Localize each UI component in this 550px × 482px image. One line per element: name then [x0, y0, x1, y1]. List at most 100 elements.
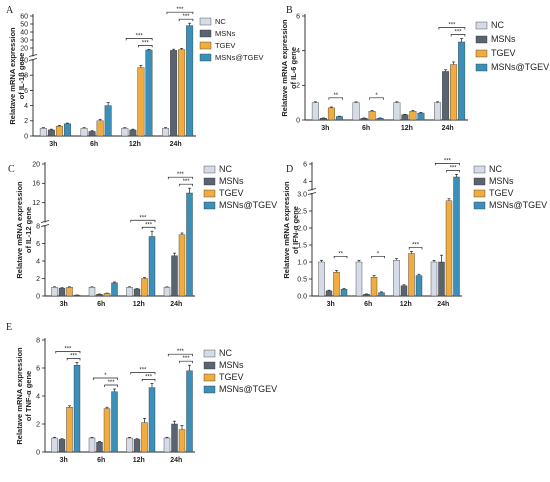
bar-msns [325, 290, 333, 297]
significance-bracket [333, 255, 348, 259]
bar-tgev [141, 422, 148, 453]
legend-label: TGEV [489, 188, 514, 198]
bar-nc [355, 261, 363, 297]
bar-tgev [178, 429, 186, 453]
bar-tgev [450, 64, 458, 121]
y-axis-label: of IL-1β gene [17, 53, 26, 100]
axis-break-mark [307, 188, 317, 191]
x-tick-label: 12h [129, 141, 141, 148]
bar-nc [39, 128, 47, 137]
bar-tgev [368, 111, 376, 121]
x-tick-label: 24h [170, 141, 182, 148]
y-tick-label: 20 [20, 45, 28, 52]
x-tick-label: 24h [170, 457, 182, 464]
legend-label: TGEV [219, 188, 244, 198]
bar-msns [133, 439, 141, 453]
legend-label: MSNs [491, 34, 516, 44]
significance-bracket [130, 219, 156, 223]
x-tick-label: 12h [400, 301, 412, 308]
panel-letter: A [6, 5, 14, 16]
bar-tgev [178, 49, 186, 137]
y-axis-label: Relatave mRNA expression [8, 27, 17, 125]
legend-label: MSNs@TGEV [489, 200, 547, 210]
y-tick-label: 20 [32, 161, 40, 168]
significance-bracket [66, 358, 81, 361]
significance-bracket [92, 377, 118, 380]
y-axis-label: of TNF-α gene [24, 371, 33, 421]
axis-break [28, 55, 38, 61]
bar-tgev [445, 200, 453, 297]
bar-msns [319, 118, 327, 121]
y-tick-label: 60 [20, 13, 28, 20]
y-tick-label: 8 [36, 223, 40, 230]
legend-swatch [473, 177, 486, 186]
bar-msns-at-tgev [104, 105, 112, 137]
bar-nc [51, 437, 58, 453]
y-tick-label: 1.5 [297, 242, 307, 249]
bar-nc [163, 437, 171, 453]
significance-label: *** [455, 30, 463, 36]
y-tick-label: 0 [36, 449, 40, 456]
significance-label: ** [333, 93, 338, 99]
axis-break [307, 189, 317, 195]
legend-label: NC [489, 164, 502, 174]
bar-nc [88, 287, 96, 297]
legend-swatch [199, 17, 212, 26]
axis-break-mark [40, 220, 50, 223]
bar-msns [58, 439, 66, 453]
significance-bracket [408, 247, 423, 250]
bar-msns-at-tgev [340, 289, 348, 297]
significance-bracket [166, 11, 194, 15]
bar-msns-at-tgev [111, 391, 118, 453]
bar-nc [311, 102, 319, 121]
significance-label: *** [64, 346, 72, 352]
bar-msns-at-tgev [417, 112, 425, 121]
significance-bracket [450, 34, 466, 37]
x-tick-label: 3h [60, 457, 68, 464]
bar-msns [363, 294, 370, 297]
legend-swatch [475, 49, 488, 58]
bar-tgev [141, 278, 148, 297]
x-tick-label: 24h [442, 125, 454, 132]
y-tick-label: 2.5 [297, 208, 307, 215]
significance-bracket [141, 226, 156, 230]
legend-label: TGEV [219, 372, 244, 382]
bar-nc [352, 102, 360, 121]
significance-label: * [104, 373, 107, 379]
bar-tgev [333, 272, 340, 297]
legend: NC MSNs TGEV MSNs@TGEV [199, 17, 263, 62]
bar-tgev [178, 234, 186, 297]
bar-tgev [408, 253, 415, 297]
y-tick-label: 4 [24, 103, 28, 110]
x-tick-label: 24h [437, 301, 449, 308]
significance-label: * [375, 93, 378, 99]
legend-label: MSNs@TGEV [491, 62, 549, 72]
x-tick-label: 6h [97, 301, 105, 308]
significance-bracket [369, 97, 384, 100]
bar-tgev [103, 408, 111, 453]
significance-bracket [179, 183, 193, 187]
bar-nc [393, 260, 400, 297]
legend-swatch [473, 201, 486, 210]
bar-msns [133, 288, 141, 297]
legend-label: TGEV [215, 41, 235, 50]
x-tick-label: 24h [170, 301, 182, 308]
legend-swatch [203, 177, 216, 186]
y-axis-label: Relatave mRNA expression [282, 181, 291, 279]
bar-msns-at-tgev [453, 176, 460, 297]
bar-msns [400, 285, 408, 297]
legend-swatch [473, 189, 486, 198]
legend-label: NC [219, 348, 232, 358]
legend-label: MSNs@TGEV [219, 384, 277, 394]
legend: NC MSNs TGEV MSNs@TGEV [203, 348, 277, 394]
y-tick-label: 30 [20, 37, 28, 44]
significance-label: *** [183, 179, 191, 185]
y-axis-label: of IFN-α gene [291, 206, 300, 254]
y-axis-label: Relatave mRNA expression [15, 347, 24, 445]
bar-tgev [66, 287, 73, 297]
legend-swatch [203, 349, 216, 358]
legend-label: MSNs [215, 29, 236, 38]
bar-msns-at-tgev [111, 282, 118, 297]
